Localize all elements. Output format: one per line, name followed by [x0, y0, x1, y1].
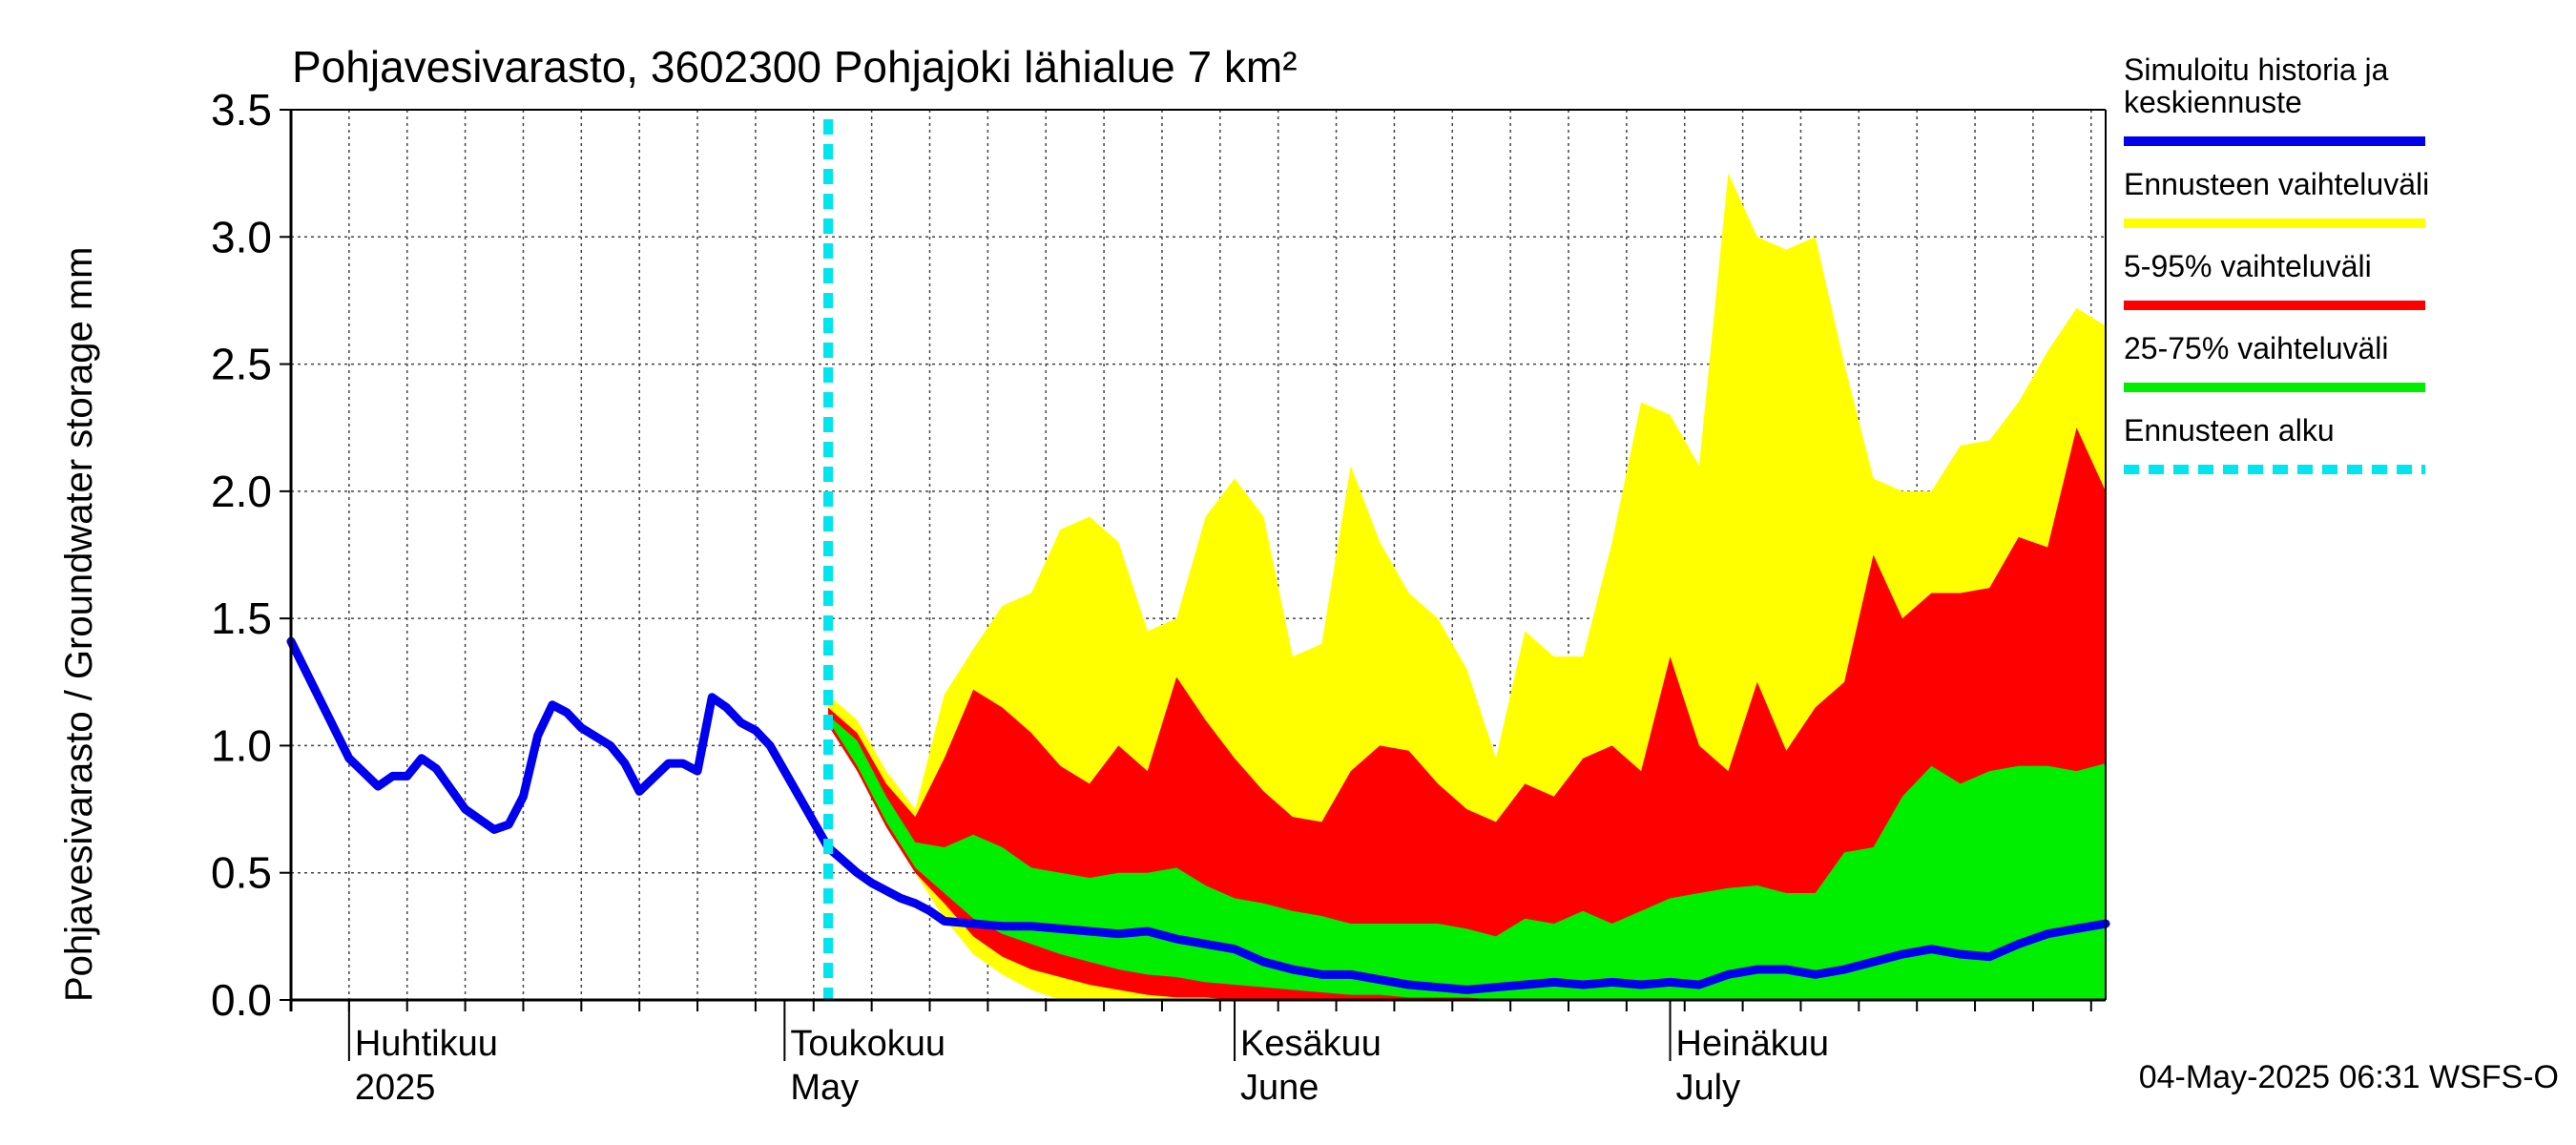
x-month-label-en: July [1676, 1068, 1741, 1108]
chart-title: Pohjavesivarasto, 3602300 Pohjajoki lähi… [292, 42, 1298, 92]
axes [280, 109, 2107, 1061]
legend-label: keskiennuste [2124, 85, 2302, 119]
x-month-label-en: 2025 [355, 1068, 436, 1108]
x-month-label-fi: Huhtikuu [355, 1024, 498, 1064]
y-tick-labels: 0.0 0.5 1.0 1.5 2.0 2.5 3.0 3.5 [211, 85, 272, 1025]
y-tick-label: 2.0 [211, 467, 272, 516]
legend-label: Simuloitu historia ja [2124, 52, 2389, 87]
y-tick-label: 0.5 [211, 848, 272, 898]
legend-label: Ennusteen vaihteluväli [2124, 167, 2429, 201]
x-month-label-fi: Toukokuu [790, 1024, 945, 1064]
x-month-label-en: May [790, 1068, 859, 1108]
x-month-label-en: June [1240, 1068, 1319, 1108]
y-tick-label: 3.0 [211, 212, 272, 261]
y-tick-label: 1.0 [211, 720, 272, 770]
band-5-95 [827, 427, 2107, 1000]
y-axis-label: Pohjavesivarasto / Groundwater storage m… [58, 247, 100, 1002]
series-lines [286, 119, 2110, 1000]
timestamp-label: 04-May-2025 06:31 WSFS-O [2139, 1059, 2559, 1095]
y-tick-label: 3.5 [211, 85, 272, 135]
legend-label: Ennusteen alku [2124, 413, 2335, 448]
series-line-history-median [286, 636, 2110, 994]
y-tick-label: 0.0 [211, 975, 272, 1025]
legend-label: 5-95% vaihteluväli [2124, 249, 2372, 283]
x-month-label-fi: Heinäkuu [1676, 1024, 1830, 1064]
legend-label: 25-75% vaihteluväli [2124, 331, 2389, 365]
y-tick-label: 1.5 [211, 593, 272, 643]
y-tick-label: 2.5 [211, 340, 272, 389]
x-month-label-fi: Kesäkuu [1240, 1024, 1381, 1064]
